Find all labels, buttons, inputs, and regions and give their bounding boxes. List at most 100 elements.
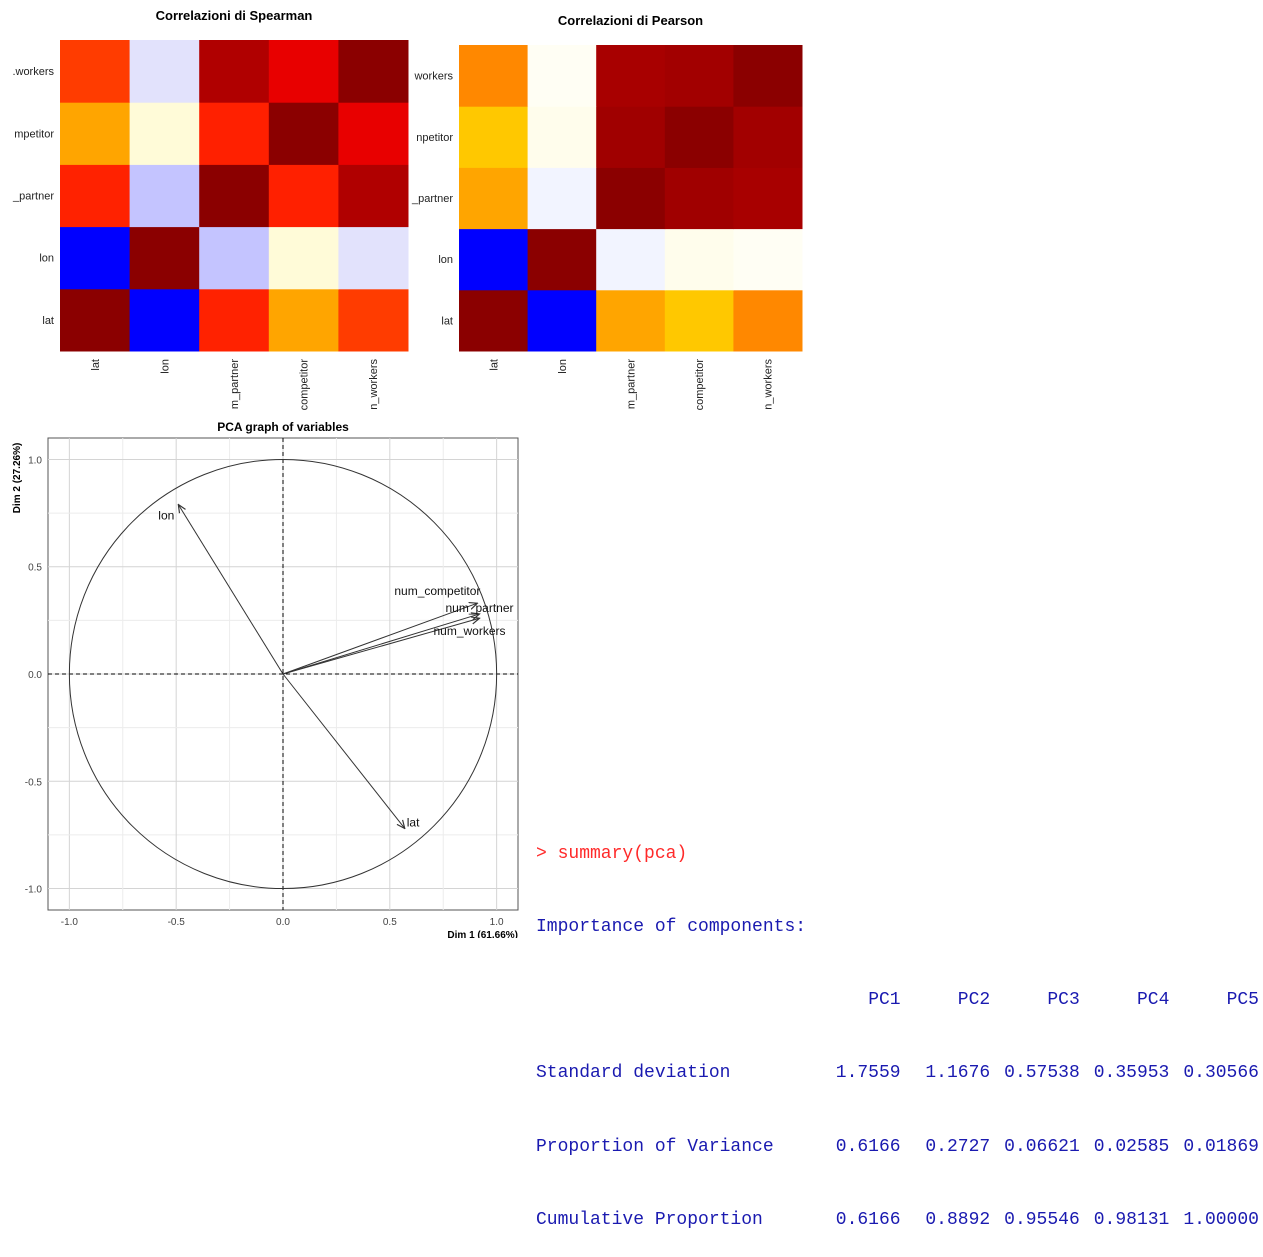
heatmap-cell bbox=[129, 288, 200, 352]
heatmap-title: Correlazioni di Pearson bbox=[558, 13, 703, 28]
heatmap-column-label: competitor bbox=[299, 359, 311, 411]
spearman-heatmap: Correlazioni di Spearman lat lon _partner mp… bbox=[12, 8, 409, 411]
console-heading: Importance of components: bbox=[536, 917, 807, 938]
x-tick-label: -1.0 bbox=[61, 917, 79, 928]
heatmap-column-label: n_workers bbox=[368, 359, 380, 410]
heatmap-cell bbox=[664, 45, 734, 107]
heatmap-cell bbox=[199, 226, 270, 290]
loading-arrow bbox=[282, 614, 480, 675]
console-prompt: > summary(pca) bbox=[536, 843, 688, 864]
heatmap-cell bbox=[664, 228, 734, 291]
loading-arrow bbox=[282, 673, 405, 828]
heatmap-column-label: lat bbox=[488, 359, 500, 371]
heatmap-cell bbox=[596, 228, 666, 291]
table-cell: 1.1676 bbox=[925, 1063, 991, 1084]
heatmap-row-label: _partner bbox=[12, 191, 54, 203]
heatmap-row-label: lon bbox=[39, 253, 54, 265]
y-tick-label: -0.5 bbox=[25, 777, 43, 788]
table-cell: 0.01869 bbox=[1183, 1136, 1259, 1157]
row-label: Proportion of Variance bbox=[536, 1136, 774, 1157]
heatmap-cell bbox=[268, 40, 339, 103]
heatmap-cell bbox=[60, 288, 131, 352]
heatmap-cell bbox=[459, 45, 529, 107]
loading-arrow bbox=[282, 603, 477, 675]
pearson-heatmap: Correlazioni di Pearson lat lon _partner npe… bbox=[411, 13, 803, 411]
heatmap-cell bbox=[338, 102, 409, 165]
table-cell: 1.7559 bbox=[835, 1063, 901, 1084]
y-tick-label: 0.0 bbox=[28, 670, 42, 681]
loading-arrow bbox=[282, 618, 480, 675]
heatmap-cell bbox=[199, 288, 270, 352]
heatmap-cell bbox=[664, 167, 734, 230]
heatmap-cell bbox=[527, 45, 597, 107]
heatmap-cell bbox=[129, 102, 200, 165]
heatmap-cell bbox=[60, 164, 131, 228]
r-console-summary: > summary(pca) Importance of components:… bbox=[536, 793, 1263, 1257]
column-header: PC5 bbox=[1226, 990, 1259, 1011]
heatmap-cell bbox=[733, 167, 803, 230]
heatmap-cell bbox=[199, 102, 270, 165]
loading-label: num_partner bbox=[445, 601, 513, 615]
heatmap-cell bbox=[733, 106, 803, 168]
loading-label: num_workers bbox=[434, 624, 506, 638]
table-cell: 0.57538 bbox=[1004, 1063, 1080, 1084]
loading-label: lat bbox=[407, 815, 420, 829]
table-row: Cumulative Proportion 0.6166 0.8892 0.95… bbox=[536, 1208, 1263, 1232]
heatmap-cell bbox=[527, 167, 597, 230]
pca-title: PCA graph of variables bbox=[217, 420, 349, 434]
heatmap-cell bbox=[459, 228, 529, 291]
table-cell: 0.6166 bbox=[835, 1209, 901, 1230]
column-header: PC3 bbox=[1047, 990, 1080, 1011]
heatmap-column-label: lon bbox=[159, 359, 171, 374]
x-axis-label: Dim 1 (61.66%) bbox=[447, 930, 518, 938]
heatmap-cell bbox=[596, 45, 666, 107]
heatmap-cell bbox=[596, 167, 666, 230]
heatmap-cell bbox=[459, 167, 529, 230]
x-tick-label: -0.5 bbox=[168, 917, 186, 928]
heatmap-cell bbox=[199, 40, 270, 103]
row-label: Standard deviation bbox=[536, 1063, 731, 1084]
table-cell: 0.2727 bbox=[925, 1136, 991, 1157]
table-cell: 0.95546 bbox=[1004, 1209, 1080, 1230]
heatmap-cell bbox=[199, 164, 270, 228]
heatmap-cell bbox=[338, 40, 409, 103]
heatmap-cell bbox=[733, 228, 803, 291]
heatmap-row-label: lon bbox=[438, 254, 453, 266]
heatmap-cell bbox=[60, 226, 131, 290]
heatmap-column-label: lat bbox=[90, 359, 102, 371]
heatmap-column-label: m_partner bbox=[626, 359, 638, 409]
heatmap-row-label: lat bbox=[441, 315, 453, 327]
heatmap-cell bbox=[733, 45, 803, 107]
heatmap-cell bbox=[338, 164, 409, 228]
row-label: Cumulative Proportion bbox=[536, 1209, 763, 1230]
table-cell: 1.00000 bbox=[1183, 1209, 1259, 1230]
unit-circle bbox=[68, 458, 498, 890]
console-header-row: PC1 PC2 PC3 PC4 PC5 bbox=[536, 988, 1263, 1012]
heatmap-cell bbox=[60, 40, 131, 103]
table-cell: 0.35953 bbox=[1093, 1063, 1170, 1084]
pca-variables-plot: lon num_competitor num_partner num_workersl… bbox=[12, 420, 519, 938]
heatmap-column-label: n_workers bbox=[763, 359, 775, 410]
heatmap-column-label: lon bbox=[557, 359, 569, 374]
table-cell: 0.6166 bbox=[835, 1136, 901, 1157]
heatmap-cell bbox=[60, 102, 131, 165]
y-tick-label: 1.0 bbox=[28, 455, 42, 466]
heatmap-cell bbox=[596, 289, 666, 352]
heatmap-column-label: competitor bbox=[694, 359, 706, 411]
heatmap-cell bbox=[268, 288, 339, 352]
heatmap-row-label: mpetitor bbox=[14, 128, 54, 140]
heatmap-cell bbox=[527, 228, 597, 291]
loading-arrow bbox=[178, 505, 284, 675]
heatmap-cell bbox=[459, 289, 529, 352]
heatmap-cell bbox=[129, 40, 200, 103]
heatmap-cell bbox=[664, 289, 734, 352]
loading-label: lon bbox=[158, 509, 174, 523]
x-tick-label: 1.0 bbox=[490, 917, 504, 928]
table-cell: 0.06621 bbox=[1004, 1136, 1080, 1157]
heatmap-row-label: npetitor bbox=[416, 132, 453, 144]
heatmap-row-label: lat bbox=[42, 315, 54, 327]
table-cell: 0.02585 bbox=[1093, 1136, 1170, 1157]
heatmap-cell bbox=[527, 106, 597, 168]
heatmap-cell bbox=[268, 102, 339, 165]
column-header: PC1 bbox=[868, 990, 901, 1011]
